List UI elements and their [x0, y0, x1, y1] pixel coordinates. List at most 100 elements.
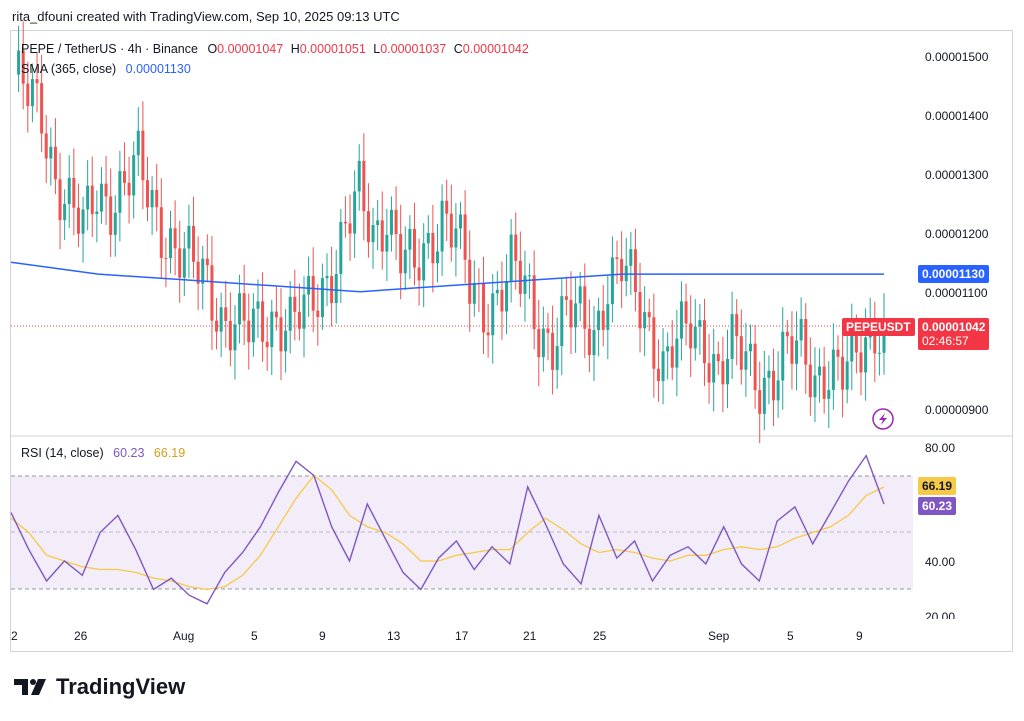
candle-body	[735, 314, 739, 337]
candle-body	[528, 275, 532, 277]
date-tick: Sep	[708, 629, 730, 643]
candle-body	[343, 221, 347, 224]
candle-body	[67, 177, 71, 205]
candle-body	[40, 83, 44, 134]
candle-body	[725, 358, 729, 385]
candle-body	[228, 320, 232, 351]
candle-body	[813, 375, 817, 398]
sma-legend[interactable]: SMA (365, close) 0.00001130	[21, 62, 191, 76]
candle-body	[620, 259, 624, 282]
candle-body	[859, 352, 863, 373]
rsi-legend[interactable]: RSI (14, close) 60.23 66.19	[21, 446, 185, 460]
candle-body	[385, 234, 389, 252]
candle-body	[136, 130, 140, 156]
current-price-value: 0.00001042	[922, 320, 986, 334]
candle-body	[472, 283, 476, 304]
candle-body	[297, 311, 301, 329]
candle-body	[173, 228, 177, 249]
candle-body	[560, 296, 564, 347]
candle-body	[63, 204, 67, 221]
candle-body	[233, 324, 237, 351]
candle-body	[53, 146, 57, 180]
candle-body	[818, 366, 822, 376]
candle-body	[845, 361, 849, 390]
chart-frame	[10, 30, 1013, 652]
candle-body	[132, 155, 136, 196]
price-tick: 0.00001100	[925, 286, 988, 300]
candle-body	[551, 332, 555, 370]
candle-body	[412, 228, 416, 268]
candle-body	[854, 327, 858, 353]
candle-body	[17, 50, 21, 75]
candle-body	[187, 225, 191, 249]
candle-body	[684, 301, 688, 324]
candle-body	[192, 225, 196, 262]
candle-countdown: 02:46:57	[922, 334, 969, 348]
date-tick: 21	[523, 629, 537, 643]
candle-body	[491, 293, 495, 336]
candle-body	[546, 328, 550, 333]
open-value: 0.00001047	[217, 42, 284, 56]
current-price-tag: 0.00001042 02:46:57	[918, 318, 990, 350]
candle-body	[196, 261, 200, 284]
date-tick: 5	[251, 629, 258, 643]
candle-body	[873, 318, 877, 354]
open-label: O	[207, 42, 218, 56]
candle-body	[261, 301, 265, 342]
candle-body	[435, 251, 439, 264]
candle-body	[574, 303, 578, 328]
rsi-label: RSI (14, close)	[21, 446, 104, 460]
candle-body	[242, 293, 246, 321]
candle-body	[155, 189, 159, 208]
candle-body	[426, 232, 430, 244]
high-label: H	[290, 42, 300, 56]
candle-body	[629, 249, 633, 266]
candle-body	[827, 389, 831, 399]
candle-body	[822, 366, 826, 399]
symbol-tag: PEPEUSDT	[842, 318, 915, 336]
candle-body	[440, 200, 444, 252]
candle-body	[831, 349, 835, 390]
candle-body	[799, 319, 803, 341]
candle-body	[307, 275, 311, 295]
close-label: C	[453, 42, 463, 56]
candle-body	[58, 179, 62, 221]
candle-body	[164, 257, 168, 259]
candle-body	[721, 361, 725, 385]
candle-body	[675, 338, 679, 368]
date-tick: 17	[455, 629, 469, 643]
candle-body	[348, 223, 352, 234]
candles-group	[17, 21, 886, 444]
close-value: 0.00001042	[462, 42, 529, 56]
date-tick: 26	[74, 629, 88, 643]
candle-body	[182, 248, 186, 278]
rsi-tag: 60.23	[918, 497, 957, 515]
candle-body	[670, 346, 674, 368]
price-tick: 0.00001300	[925, 168, 989, 182]
tradingview-brand[interactable]: TradingView	[14, 674, 185, 700]
candle-body	[72, 177, 76, 208]
candle-body	[159, 207, 163, 258]
date-tick: 25	[593, 629, 607, 643]
lightning-icon[interactable]	[872, 408, 894, 430]
candle-body	[882, 321, 886, 353]
candle-body	[615, 257, 619, 260]
candle-body	[21, 50, 25, 84]
candle-body	[394, 209, 398, 235]
candle-body	[693, 326, 697, 349]
candle-body	[666, 346, 670, 352]
price-tick: 0.00000900	[925, 403, 989, 417]
candle-body	[150, 189, 154, 208]
candle-body	[633, 249, 637, 292]
symbol-legend[interactable]: PEPE / TetherUS · 4h · Binance O0.000010…	[21, 42, 529, 56]
candle-body	[238, 293, 242, 325]
candle-body	[118, 171, 122, 213]
candle-body	[311, 275, 315, 311]
sma-label: SMA (365, close)	[21, 62, 117, 76]
candle-body	[749, 343, 753, 352]
sma-line	[10, 261, 884, 293]
candle-body	[643, 312, 647, 329]
candle-body	[482, 283, 486, 333]
rsi-ma-tag: 66.19	[918, 477, 957, 495]
